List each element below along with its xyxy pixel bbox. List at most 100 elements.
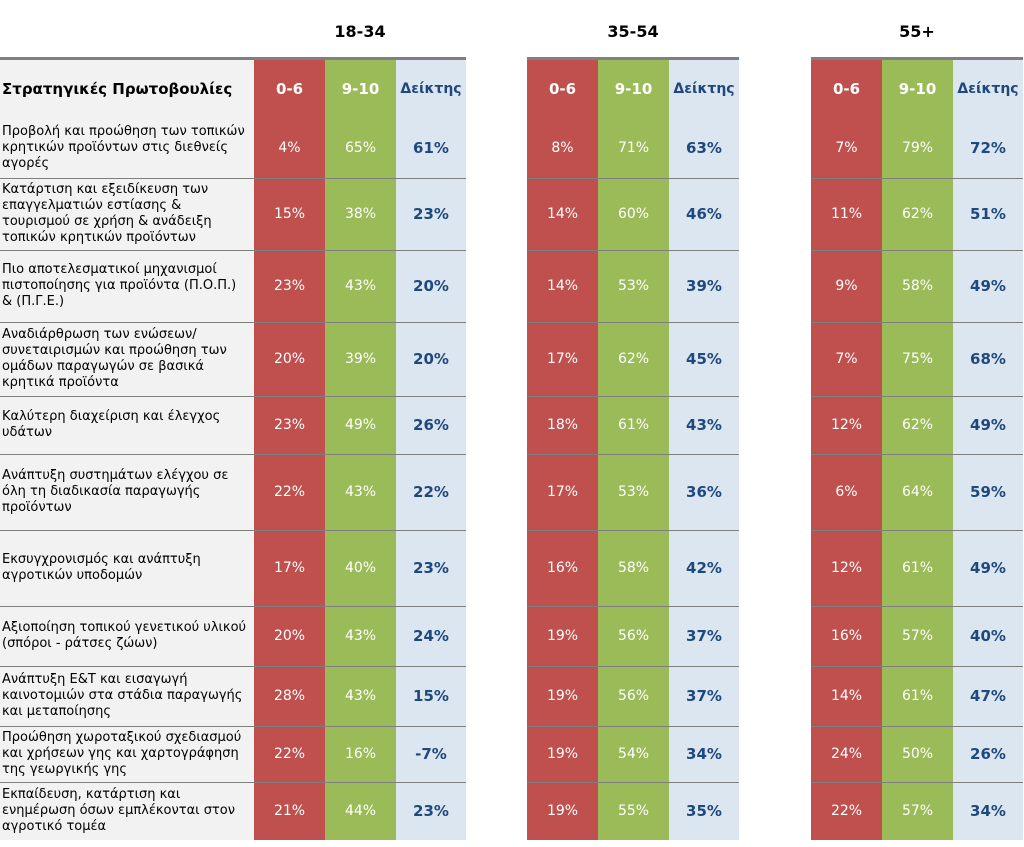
score-0-6-cell: 21% [254, 782, 325, 840]
row-separator [811, 782, 1023, 783]
score-0-6-cell: 12% [811, 530, 882, 606]
score-9-10-cell: 75% [882, 322, 953, 396]
group-header-rule [527, 57, 739, 60]
index-cell: 39% [669, 250, 739, 322]
score-0-6-cell: 22% [811, 782, 882, 840]
initiative-label: Καλύτερη διαχείριση και έλεγχος υδάτων [0, 396, 254, 454]
index-cell: 23% [396, 530, 466, 606]
score-9-10-cell: 62% [882, 396, 953, 454]
row-separator [0, 178, 254, 179]
initiative-label: Εκπαίδευση, κατάρτιση και ενημέρωση όσων… [0, 782, 254, 840]
row-separator [254, 726, 466, 727]
row-separator [0, 726, 254, 727]
index-cell: -7% [396, 726, 466, 782]
score-9-10-cell: 43% [325, 666, 396, 726]
row-header-label: Στρατηγικές Πρωτοβουλίες [0, 60, 254, 118]
score-9-10-cell: 57% [882, 782, 953, 840]
score-0-6-cell: 17% [527, 454, 598, 530]
group-header-rule [254, 57, 466, 60]
score-0-6-cell: 12% [811, 396, 882, 454]
row-separator [0, 322, 254, 323]
score-9-10-cell: 61% [598, 396, 669, 454]
index-cell: 47% [953, 666, 1023, 726]
row-separator [0, 454, 254, 455]
row-separator [254, 530, 466, 531]
score-0-6-cell: 22% [254, 454, 325, 530]
score-0-6-cell: 14% [527, 178, 598, 250]
row-separator [811, 666, 1023, 667]
index-cell: 49% [953, 530, 1023, 606]
score-9-10-cell: 16% [325, 726, 396, 782]
initiative-label: Αναδιάρθρωση των ενώσεων/συνεταιρισμών κ… [0, 322, 254, 396]
row-separator [527, 606, 739, 607]
score-0-6-cell: 19% [527, 606, 598, 666]
score-0-6-cell: 8% [527, 118, 598, 178]
score-0-6-cell: 6% [811, 454, 882, 530]
index-header: Δείκτης [953, 60, 1023, 118]
initiative-label: Προώθηση χωροταξικού σχεδιασμού και χρήσ… [0, 726, 254, 782]
row-separator [254, 322, 466, 323]
row-separator [811, 396, 1023, 397]
score-9-10-cell: 43% [325, 606, 396, 666]
row-separator [527, 726, 739, 727]
initiative-label: Προβολή και προώθηση των τοπικών κρητικώ… [0, 118, 254, 178]
score-9-10-cell: 56% [598, 666, 669, 726]
row-separator [527, 178, 739, 179]
initiative-label: Εκσυγχρονισμός και ανάπτυξη αγροτικών υπ… [0, 530, 254, 606]
index-cell: 42% [669, 530, 739, 606]
score-0-6-cell: 22% [254, 726, 325, 782]
row-separator [254, 178, 466, 179]
score-9-10-cell: 57% [882, 606, 953, 666]
index-cell: 37% [669, 606, 739, 666]
score-9-10-cell: 38% [325, 178, 396, 250]
score-9-10-cell: 53% [598, 454, 669, 530]
score-9-10-cell: 64% [882, 454, 953, 530]
score-9-10-cell: 79% [882, 118, 953, 178]
index-cell: 51% [953, 178, 1023, 250]
score-0-6-cell: 23% [254, 396, 325, 454]
group-header-rule [811, 57, 1023, 60]
row-separator [0, 666, 254, 667]
score-9-10-cell: 61% [882, 666, 953, 726]
index-cell: 43% [669, 396, 739, 454]
row-separator [527, 782, 739, 783]
row-separator [811, 250, 1023, 251]
index-cell: 49% [953, 396, 1023, 454]
score-9-10-cell: 56% [598, 606, 669, 666]
score-9-10-cell: 40% [325, 530, 396, 606]
score-0-6-cell: 7% [811, 118, 882, 178]
row-separator [811, 606, 1023, 607]
score-0-6-cell: 19% [527, 666, 598, 726]
row-separator [811, 178, 1023, 179]
score-0-6-cell: 19% [527, 782, 598, 840]
score-0-6-cell: 16% [527, 530, 598, 606]
initiative-label: Ανάπτυξη συστημάτων ελέγχου σε όλη τη δι… [0, 454, 254, 530]
score-0-6-cell: 16% [811, 606, 882, 666]
row-separator [527, 530, 739, 531]
index-cell: 45% [669, 322, 739, 396]
row-separator [254, 782, 466, 783]
score-9-10-cell: 54% [598, 726, 669, 782]
score-0-6-cell: 24% [811, 726, 882, 782]
initiative-label: Κατάρτιση και εξειδίκευση των επαγγελματ… [0, 178, 254, 250]
index-cell: 26% [396, 396, 466, 454]
score-9-10-cell: 62% [598, 322, 669, 396]
row-separator [254, 396, 466, 397]
index-cell: 49% [953, 250, 1023, 322]
index-cell: 63% [669, 118, 739, 178]
index-cell: 22% [396, 454, 466, 530]
score-9-10-cell: 43% [325, 454, 396, 530]
score-0-6-cell: 14% [811, 666, 882, 726]
row-separator [0, 606, 254, 607]
row-separator [811, 530, 1023, 531]
score-9-10-header: 9-10 [325, 60, 396, 118]
score-0-6-cell: 19% [527, 726, 598, 782]
row-separator [527, 322, 739, 323]
score-0-6-cell: 23% [254, 250, 325, 322]
score-0-6-header: 0-6 [254, 60, 325, 118]
score-9-10-cell: 39% [325, 322, 396, 396]
row-separator [0, 396, 254, 397]
score-9-10-cell: 71% [598, 118, 669, 178]
index-cell: 36% [669, 454, 739, 530]
